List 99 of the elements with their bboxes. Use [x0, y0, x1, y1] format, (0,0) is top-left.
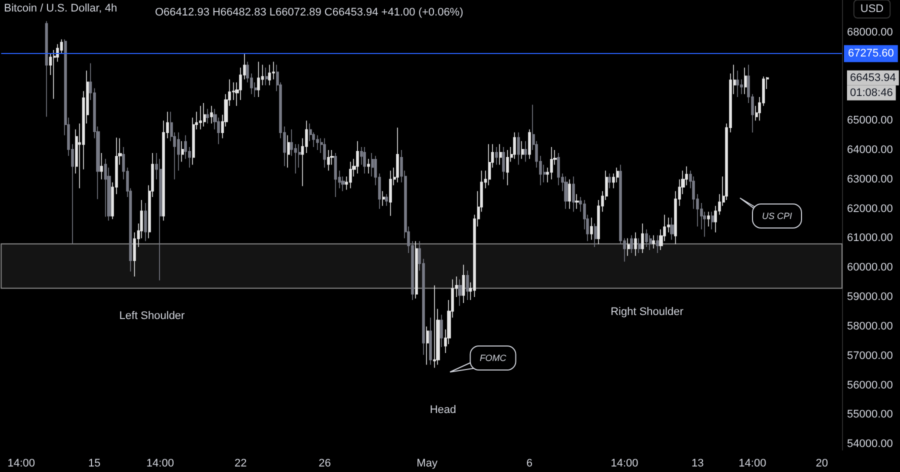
- candlestick: [199, 105, 202, 130]
- y-tick-label: 64000.00: [847, 144, 893, 156]
- y-tick-label: 68000.00: [847, 26, 893, 38]
- candlestick: [564, 176, 568, 210]
- annotation: FOMC: [480, 353, 507, 363]
- candlestick: [415, 240, 418, 299]
- candlestick: [45, 20, 48, 118]
- y-tick-label: 63000.00: [847, 173, 893, 186]
- candlestick: [429, 317, 432, 366]
- candlestick: [499, 144, 502, 166]
- candlestick: [327, 150, 330, 171]
- candlestick: [466, 270, 469, 300]
- candlestick: [638, 238, 641, 254]
- text: USD: [860, 3, 884, 15]
- candlestick: [440, 314, 443, 348]
- candlestick: [265, 67, 268, 86]
- candlestick: [590, 217, 593, 240]
- candlestick: [349, 161, 352, 189]
- candlestick: [594, 223, 597, 248]
- candlestick: [144, 202, 147, 242]
- annotation: Right Shoulder: [610, 306, 684, 318]
- candlestick: [645, 229, 648, 248]
- x-tick-label: 14:00: [8, 458, 36, 470]
- x-tick-label: 14:00: [146, 458, 174, 470]
- candlestick: [323, 138, 326, 168]
- y-tick-label: 65000.00: [847, 114, 893, 127]
- candlestick: [707, 211, 710, 227]
- candlestick: [100, 152, 103, 180]
- candlestick: [524, 140, 527, 162]
- candlestick: [506, 150, 509, 186]
- candlestick: [608, 173, 611, 189]
- candlestick: [656, 234, 659, 254]
- annotation: US CPI: [762, 211, 792, 221]
- x-tick-label: 26: [318, 458, 331, 470]
- candlestick: [316, 134, 319, 150]
- candlestick: [652, 234, 655, 249]
- candlestick: [641, 223, 644, 254]
- candlestick: [268, 64, 271, 86]
- candlestick: [736, 70, 739, 98]
- candlestick: [104, 158, 107, 218]
- y-tick-label: 60000.00: [847, 262, 893, 274]
- candlestick: [572, 176, 575, 212]
- candlestick: [634, 232, 637, 256]
- candlestick: [210, 105, 213, 124]
- text: O66412.93 H66482.83 L66072.89 C66453.94 +41.00 (+0.06%): [155, 6, 464, 18]
- x-tick-label: 22: [234, 458, 247, 470]
- x-tick-label: 14:00: [738, 458, 766, 470]
- candlestick: [521, 140, 524, 160]
- y-tick-label: 54000.00: [847, 438, 893, 450]
- candlestick: [488, 144, 491, 186]
- candlestick: [517, 132, 520, 166]
- candlestick: [670, 217, 674, 240]
- annotation: Head: [430, 404, 456, 416]
- candlestick: [203, 102, 206, 127]
- candlestick: [426, 326, 429, 366]
- x-tick-label: 14:00: [610, 458, 638, 470]
- annotation: Left Shoulder: [119, 310, 186, 322]
- candlestick: [257, 61, 260, 98]
- y-tick-label: 58000.00: [847, 320, 893, 332]
- candlestick: [334, 152, 337, 198]
- candlestick: [502, 146, 505, 180]
- candlestick: [513, 132, 516, 160]
- candlestick: [382, 190, 385, 206]
- candlestick: [744, 67, 747, 95]
- candlestick: [495, 146, 498, 166]
- candlestick: [550, 146, 553, 180]
- text: 66453.94: [850, 72, 896, 84]
- candlestick: [627, 238, 630, 256]
- candlestick: [630, 234, 633, 254]
- y-tick-label: 61000.00: [847, 232, 893, 244]
- x-tick-label: May: [416, 458, 438, 470]
- candlestick: [356, 140, 359, 174]
- x-tick-label: 20: [816, 458, 828, 470]
- candlestick: [396, 127, 399, 183]
- y-tick-label: 55000.00: [847, 408, 893, 421]
- x-tick-label: 13: [691, 458, 704, 470]
- candlestick: [181, 140, 184, 162]
- candlestick: [528, 129, 531, 160]
- y-tick-label: 56000.00: [847, 379, 893, 392]
- x-tick-label: 15: [88, 458, 101, 470]
- x-tick-label: 6: [526, 458, 532, 470]
- y-tick-label: 62000.00: [847, 202, 893, 215]
- candlestick: [462, 264, 465, 304]
- text: 01:08:46: [850, 86, 893, 99]
- candlestick: [287, 134, 290, 168]
- ref-line-label: 67275.60: [848, 48, 894, 60]
- chart-title: Bitcoin / U.S. Dollar, 4h: [4, 2, 118, 14]
- y-tick-label: 59000.00: [847, 291, 893, 304]
- candlestick: [206, 108, 209, 124]
- candlestick: [433, 284, 436, 368]
- candlestick: [367, 158, 370, 174]
- candlestick: [568, 179, 571, 210]
- y-tick-label: 57000.00: [847, 350, 893, 362]
- candlestick: [385, 194, 388, 206]
- candlestick: [363, 146, 366, 174]
- candlestick: [711, 211, 714, 230]
- candlestick: [458, 279, 462, 306]
- candlestick: [575, 194, 579, 210]
- candlestick: [389, 170, 392, 216]
